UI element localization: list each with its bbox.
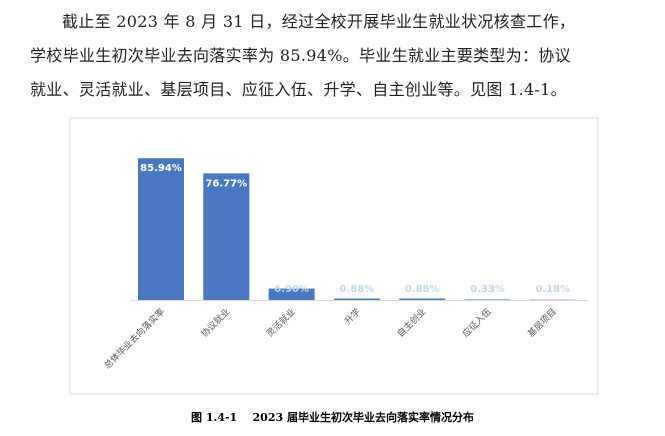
paragraph-line: 学校毕业生初次毕业去向落实率为 85.94%。毕业生就业主要类型为：协议 — [30, 46, 571, 65]
bar — [464, 299, 511, 300]
bar — [333, 298, 380, 300]
value-label: 0.88% — [340, 284, 375, 295]
chart: 85.94%总体毕业去向落实率76.77%协议就业6.90%灵活就业0.88%升… — [69, 117, 599, 395]
paragraph-line: 截止至 2023 年 8 月 31 日，经过全校开展毕业生就业状况核查工作， — [62, 12, 576, 31]
bar — [399, 298, 446, 300]
paragraph-line: 就业、灵活就业、基层项目、应征入伍、升学、自主创业等。见图 1.4-1。 — [30, 80, 567, 99]
value-label: 0.33% — [470, 284, 505, 295]
value-label: 85.94% — [140, 163, 182, 174]
caption: 图 1.4-1 2023 届毕业生初次毕业去向落实率情况分布 — [191, 411, 474, 424]
value-label: 76.77% — [205, 178, 247, 189]
value-label: 6.90% — [274, 284, 309, 295]
bar — [203, 173, 250, 300]
value-label: 0.18% — [535, 284, 570, 295]
value-label: 0.88% — [405, 284, 440, 295]
bar — [268, 288, 315, 300]
bar — [138, 158, 184, 300]
